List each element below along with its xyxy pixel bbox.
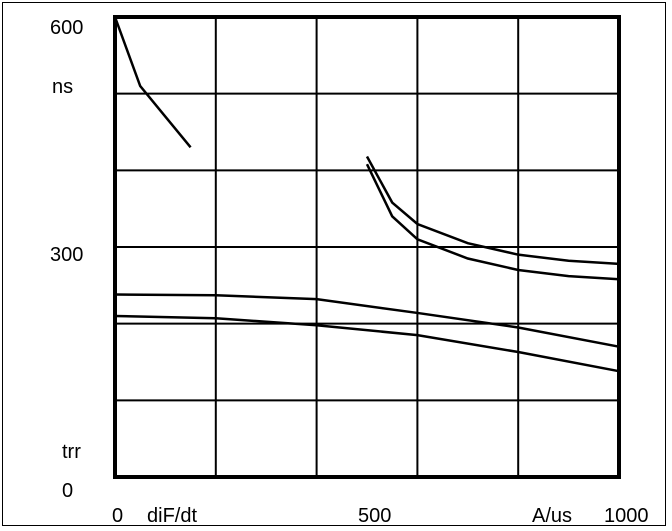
- y-tick-0: 0: [62, 480, 74, 502]
- trr-curve-5: [365, 163, 620, 281]
- x-tick-0: 0: [112, 505, 124, 527]
- y-axis-unit: ns: [52, 76, 74, 98]
- x-axis-label: diF/dt: [147, 505, 198, 527]
- trr-curve-3: [114, 314, 620, 373]
- x-tick-500: 500: [358, 505, 392, 527]
- y-tick-600: 600: [50, 17, 84, 39]
- x-axis-unit: A/us: [532, 505, 573, 527]
- y-tick-300: 300: [50, 244, 84, 266]
- x-tick-1000: 1000: [604, 505, 649, 527]
- figure-frame: [2, 2, 666, 526]
- y-axis-label: trr: [62, 441, 81, 463]
- trr-curve-4: [365, 155, 620, 266]
- trr-curve-2: [114, 293, 620, 348]
- trr-curve-1: [113, 16, 192, 149]
